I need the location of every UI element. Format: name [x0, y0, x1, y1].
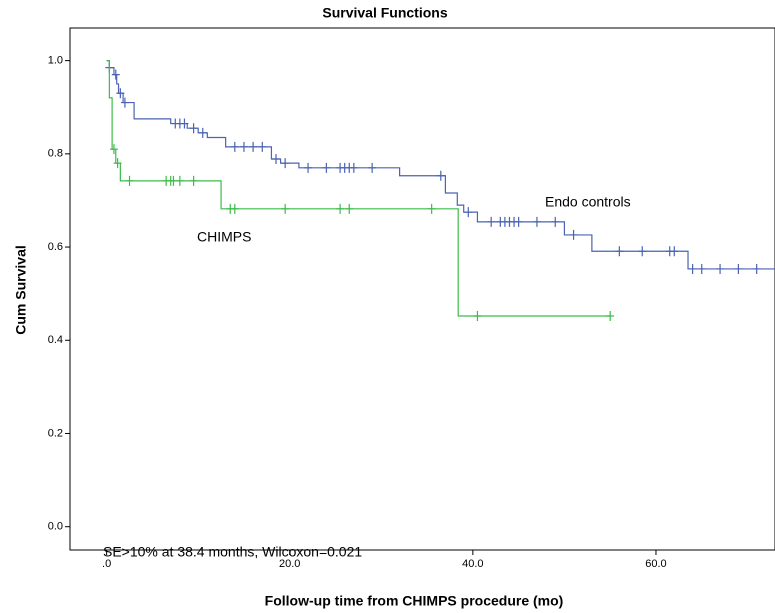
x-tick-label: 40.0 — [462, 558, 483, 570]
censor-mark — [322, 162, 331, 173]
censor-mark — [349, 162, 358, 173]
x-tick-label: .0 — [102, 558, 111, 570]
censor-mark — [345, 203, 354, 214]
censor-mark — [180, 118, 189, 129]
series-label: CHIMPS — [197, 229, 251, 245]
survival-line — [106, 60, 611, 317]
censor-mark — [281, 203, 290, 214]
censor-mark — [125, 175, 134, 186]
censor-mark — [697, 263, 706, 274]
censor-mark — [752, 263, 761, 274]
censor-mark — [304, 162, 313, 173]
y-tick-label: 0.4 — [48, 334, 63, 346]
annotation: SE>10% at 38.4 months, Wilcoxon=0.021 — [103, 544, 362, 560]
censor-mark — [198, 127, 207, 138]
censor-mark — [464, 207, 473, 218]
censor-mark — [569, 229, 578, 240]
censor-mark — [638, 246, 647, 257]
censor-mark — [189, 123, 198, 134]
censor-mark — [189, 175, 198, 186]
censor-mark — [427, 203, 436, 214]
censor-mark — [688, 263, 697, 274]
censor-mark — [368, 162, 377, 173]
censor-mark — [175, 175, 184, 186]
censor-mark — [514, 216, 523, 227]
censor-mark — [551, 216, 560, 227]
y-tick-label: 1.0 — [48, 55, 63, 67]
censor-mark — [436, 170, 445, 181]
censor-mark — [230, 203, 239, 214]
chart-title: Survival Functions — [322, 5, 447, 21]
y-tick-label: 0.0 — [48, 521, 63, 533]
censor-mark — [230, 141, 239, 152]
x-tick-label: 20.0 — [279, 558, 300, 570]
censor-mark — [116, 88, 125, 99]
censor-mark — [734, 263, 743, 274]
series-label: Endo controls — [545, 194, 631, 210]
censor-mark — [487, 216, 496, 227]
survival-line — [106, 60, 775, 270]
x-axis-label: Follow-up time from CHIMPS procedure (mo… — [265, 593, 564, 609]
censor-mark — [239, 141, 248, 152]
censor-mark — [532, 216, 541, 227]
y-tick-label: 0.2 — [48, 427, 63, 439]
y-tick-label: 0.6 — [48, 241, 63, 253]
censor-mark — [670, 246, 679, 257]
censor-mark — [281, 158, 290, 169]
censor-mark — [336, 203, 345, 214]
censor-mark — [120, 97, 129, 108]
censor-mark — [716, 263, 725, 274]
censor-mark — [258, 141, 267, 152]
y-axis-label: Cum Survival — [13, 245, 29, 334]
censor-mark — [111, 69, 120, 80]
censor-mark — [109, 144, 118, 155]
censor-mark — [272, 153, 281, 164]
censor-mark — [113, 158, 122, 169]
x-tick-label: 60.0 — [645, 558, 666, 570]
censor-mark — [249, 141, 258, 152]
censor-mark — [606, 311, 615, 322]
censor-mark — [473, 311, 482, 322]
censor-mark — [615, 246, 624, 257]
plot-frame — [69, 27, 775, 551]
y-tick-label: 0.8 — [48, 148, 63, 160]
